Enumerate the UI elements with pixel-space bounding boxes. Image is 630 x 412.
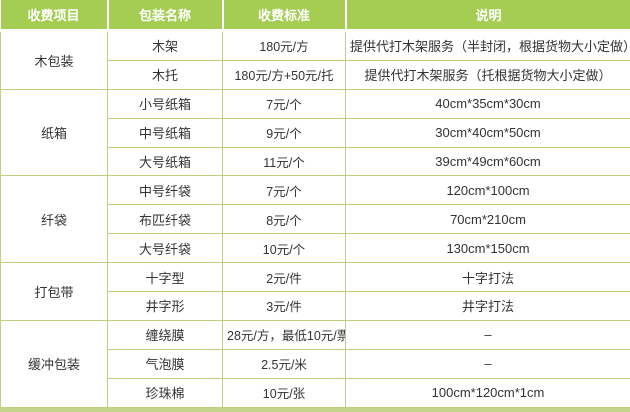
price-cell: 7元/个 xyxy=(222,88,346,119)
package-name-cell: 木架 xyxy=(107,30,223,61)
fee-item-cell: 缓冲包装 xyxy=(0,319,108,408)
table-row: 纤袋 中号纤袋 7元/个 120cm*100cm xyxy=(0,175,630,264)
package-name-cell: 大号纤袋 xyxy=(107,233,223,264)
price-cell: 180元/方+50元/托 xyxy=(222,59,346,90)
package-name-cell: 小号纸箱 xyxy=(107,88,223,119)
package-name-cell: 布匹纤袋 xyxy=(107,204,223,235)
price-cell: 10元/个 xyxy=(222,233,346,264)
fee-item-cell: 纤袋 xyxy=(0,175,108,264)
fee-item-cell: 纸箱 xyxy=(0,88,108,177)
note-cell: 120cm*100cm xyxy=(345,175,630,206)
package-name-cell: 珍珠棉 xyxy=(107,377,223,408)
table-row: 大号纤袋 10元/个 130cm*150cm xyxy=(1,233,630,264)
table-row: 布匹纤袋 8元/个 70cm*210cm xyxy=(1,204,630,235)
price-cell: 2.5元/米 xyxy=(222,348,346,379)
package-name-cell: 中号纸箱 xyxy=(107,117,223,148)
table-row: 缓冲包装 缠绕膜 28元/方，最低10元/票 – xyxy=(0,319,630,408)
column-header: 收费项目 xyxy=(0,0,108,32)
table-row: 气泡膜 2.5元/米 – xyxy=(1,348,630,379)
column-header: 包装名称 xyxy=(106,0,223,32)
price-cell: 3元/件 xyxy=(222,291,346,321)
package-name-cell: 中号纤袋 xyxy=(107,175,223,206)
header-row: 收费项目 包装名称 收费标准 说明 xyxy=(0,0,630,32)
package-name-cell: 十字型 xyxy=(107,262,223,293)
note-cell: 70cm*210cm xyxy=(345,204,630,235)
note-cell: 30cm*40cm*50cm xyxy=(345,117,630,148)
column-header: 收费标准 xyxy=(221,0,346,32)
price-cell: 9元/个 xyxy=(222,117,346,148)
note-cell: 十字打法 xyxy=(345,262,630,293)
table-row: 打包带 十字型 2元/件 十字打法 xyxy=(0,262,630,321)
price-cell: 180元/方 xyxy=(222,30,346,61)
package-name-cell: 木托 xyxy=(107,59,223,90)
note-cell: 40cm*35cm*30cm xyxy=(345,88,630,119)
package-name-cell: 大号纸箱 xyxy=(107,146,223,177)
price-cell: 2元/件 xyxy=(222,262,346,293)
package-name-cell: 缠绕膜 xyxy=(107,319,223,350)
note-cell: 100cm*120cm*1cm xyxy=(345,377,630,408)
table-row: 纸箱 小号纸箱 7元/个 40cm*35cm*30cm xyxy=(0,88,630,177)
price-cell: 7元/个 xyxy=(222,175,346,206)
price-cell: 28元/方，最低10元/票 xyxy=(222,319,346,350)
table-row: 大号纸箱 11元/个 39cm*49cm*60cm xyxy=(1,146,630,177)
note-cell: 130cm*150cm xyxy=(345,233,630,264)
table-row: 珍珠棉 10元/张 100cm*120cm*1cm xyxy=(1,377,630,408)
table-row: 木包装 木架 180元/方 提供代打木架服务（半封闭，根据货物大小定做） xyxy=(0,30,630,90)
pricing-table-body: 木包装 木架 180元/方 提供代打木架服务（半封闭，根据货物大小定做） 木托 180元/… xyxy=(0,30,630,408)
note-cell: – xyxy=(345,348,630,379)
note-cell: 提供代打木架服务（托根据货物大小定做） xyxy=(345,59,630,90)
note-cell: 提供代打木架服务（半封闭，根据货物大小定做） xyxy=(345,30,630,61)
table-row: 中号纸箱 9元/个 30cm*40cm*50cm xyxy=(1,117,630,148)
note-cell: – xyxy=(345,319,630,350)
fee-item-cell: 打包带 xyxy=(0,262,108,321)
fee-item-cell: 木包装 xyxy=(0,30,108,90)
package-name-cell: 井字形 xyxy=(107,291,223,321)
column-header: 说明 xyxy=(344,0,630,32)
note-cell: 39cm*49cm*60cm xyxy=(345,146,630,177)
package-name-cell: 气泡膜 xyxy=(107,348,223,379)
price-cell: 11元/个 xyxy=(222,146,346,177)
price-cell: 10元/张 xyxy=(222,377,346,408)
note-cell: 井字打法 xyxy=(345,291,630,321)
price-cell: 8元/个 xyxy=(222,204,346,235)
